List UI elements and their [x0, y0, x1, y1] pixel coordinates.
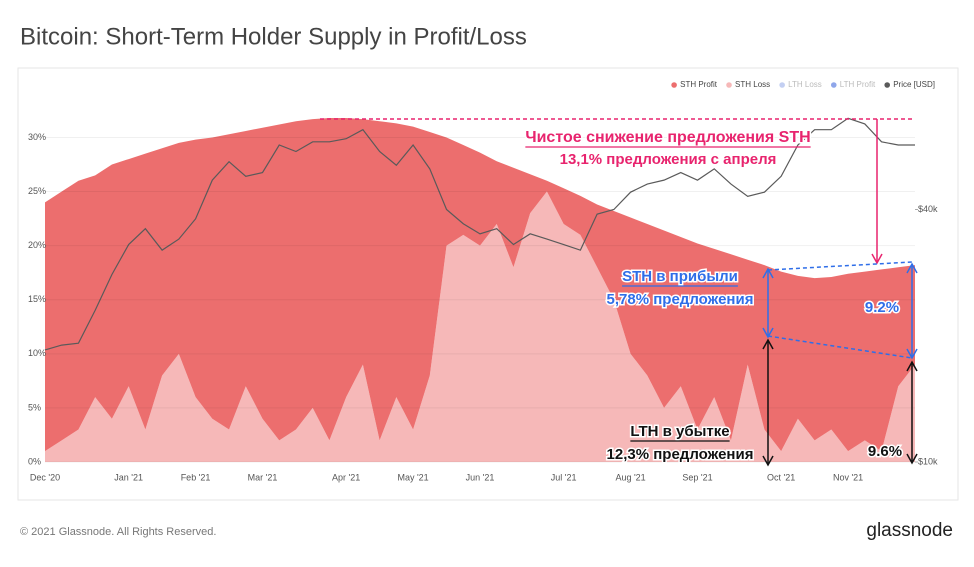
- x-tick-label: Jan '21: [114, 472, 143, 482]
- dashed-line: [767, 261, 913, 271]
- legend-swatch: [884, 82, 891, 88]
- x-tick-label: Apr '21: [332, 472, 360, 482]
- legend-label: STH Loss: [735, 80, 770, 89]
- y-tick-label: 30%: [28, 132, 46, 142]
- x-tick-label: May '21: [397, 472, 428, 482]
- plot: 0% 5% 10% 15% 20% 25% 30% $10k $40k Dec '20 Jan '2…: [28, 80, 938, 482]
- annotation: 13,1% предложения с апреля: [560, 151, 777, 168]
- legend-label: LTH Profit: [840, 80, 876, 89]
- x-tick-label: Feb '21: [181, 472, 211, 482]
- y-tick-label: 25%: [28, 186, 46, 196]
- x-tick-label: Jul '21: [551, 472, 577, 482]
- y2-tick-label: $10k: [918, 456, 938, 466]
- y-tick-label: 10%: [28, 348, 46, 358]
- logo: glassnode: [866, 520, 953, 541]
- dashed-line: [767, 335, 913, 359]
- legend-swatch: [671, 82, 677, 88]
- arrow-head: [762, 338, 774, 467]
- y-tick-label: 0%: [28, 456, 41, 466]
- annotation: Чистое снижение предложения STH: [525, 129, 810, 146]
- chart-frame: [17, 67, 959, 501]
- legend-swatch: [726, 82, 732, 88]
- x-tick-label: Jun '21: [466, 472, 495, 482]
- arrow-head: [906, 360, 918, 465]
- legend-label: LTH Loss: [788, 80, 822, 89]
- legend-swatch: [779, 82, 785, 88]
- arrow-head: [906, 262, 918, 360]
- annotation: STH в прибыли: [622, 268, 738, 285]
- y-tick-label: 20%: [28, 240, 46, 250]
- x-tick-label: Dec '20: [30, 472, 60, 482]
- annotation-arrows: [320, 118, 918, 467]
- annotation: 9.2%: [865, 299, 899, 316]
- y2-tick-label: $40k: [918, 204, 938, 214]
- x-tick-label: Aug '21: [615, 472, 645, 482]
- legend-label: STH Profit: [680, 80, 718, 89]
- y-tick-label: 15%: [28, 294, 46, 304]
- y-tick-label: 5%: [28, 402, 41, 412]
- arrow-head: [871, 253, 883, 265]
- page-title: Bitcoin: Short-Term Holder Supply in Pro…: [20, 23, 527, 50]
- legend-swatch: [830, 82, 837, 88]
- annotation: 12,3% предложения: [607, 446, 754, 463]
- area: [45, 117, 915, 452]
- annotation: LTH в убытке: [630, 423, 729, 440]
- annotation: 5,78% предложения: [607, 291, 754, 308]
- x-tick-label: Sep '21: [682, 472, 712, 482]
- arrow-head: [762, 267, 774, 339]
- x-tick-label: Mar '21: [248, 472, 278, 482]
- copyright: © 2021 Glassnode. All Rights Reserved.: [20, 526, 216, 538]
- x-tick-label: Oct '21: [767, 472, 795, 482]
- annotation: 9.6%: [868, 443, 902, 460]
- price-line: [44, 117, 915, 351]
- area: [45, 191, 915, 462]
- legend-label: Price [USD]: [893, 80, 935, 89]
- x-tick-label: Nov '21: [833, 472, 863, 482]
